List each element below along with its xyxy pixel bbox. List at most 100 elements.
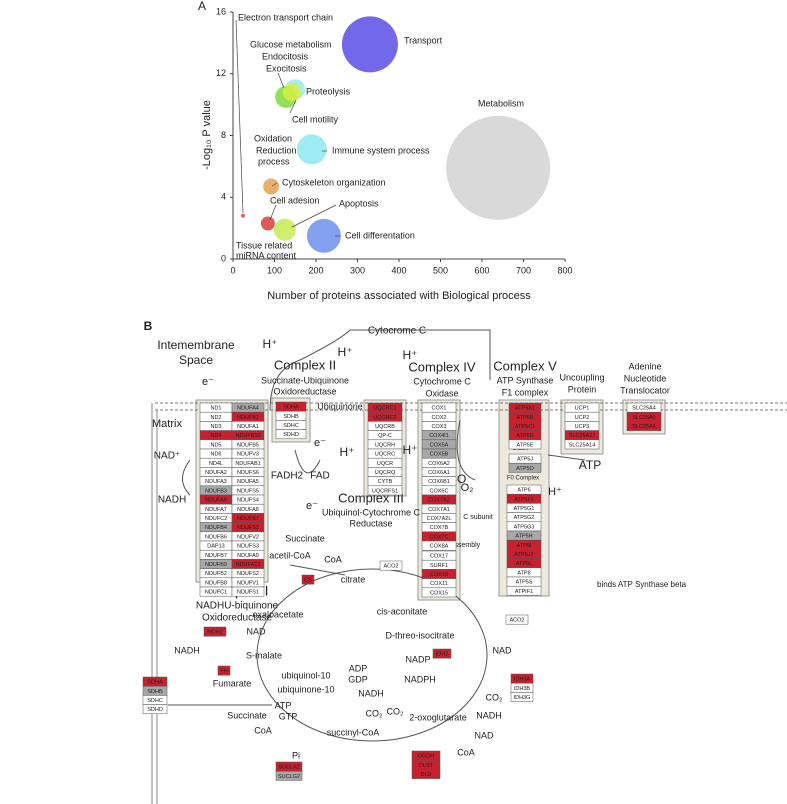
gene-label: COX6A2 [428,461,450,467]
diagram-label: 2-oxoglutarate [409,712,467,722]
diagram-label: NADH [158,495,186,506]
gene-label: ATP5H [515,534,532,540]
gene-label: NDUFB2 [205,571,227,577]
bubble [282,83,301,102]
bubble [296,134,327,165]
gene-cell [505,614,529,625]
diagram-label: H⁺ [338,345,353,359]
tca-cycle [256,568,488,742]
fadh-arrow [294,449,321,474]
gene-label: UQCRC1 [373,406,396,412]
diagram-label: NADH [174,645,200,655]
gene-label: NDUFB10 [235,433,260,439]
gene-label: NDUFC1 [205,590,227,596]
diagram-label: NAD [246,626,266,636]
diagram-label: NAD [492,645,512,655]
gene-label: ND6 [210,452,221,458]
cytochrome-path [269,329,491,411]
diagram-label: Translocator [620,385,670,395]
diagram-label: CoA [457,747,475,757]
gene-label: SLC25A14 [569,442,596,448]
gene-label: SDHD [147,707,163,713]
gene-label: ATP8 [517,570,530,576]
diagram-label: Complex II [274,357,336,372]
gene-label: UQCRFS1 [372,488,398,494]
gene-cell [626,421,662,431]
gene-cell [421,587,457,598]
diagram-label: Adenine [628,361,661,371]
diagram-label: Cytocrome C [368,326,426,337]
diagram-label: GDP [348,674,368,684]
gene-label: COX8A [430,544,449,550]
gene-label: ND1 [210,406,221,412]
gene-cell [275,770,303,781]
gene-label: NDUFA3 [205,479,227,485]
nadh-arrow [182,459,191,496]
gene-label: UQCRB [375,424,395,430]
leader-line [269,204,277,221]
bubble-label: Transport [404,35,443,45]
x-tick-label: 500 [433,265,448,275]
gene-label: UQCRC2 [373,415,396,421]
bubble-label: Cell adesion [270,195,320,205]
gene-label: NDUFS6 [237,470,259,476]
gene-label: SDHB [283,414,299,420]
diagram-label: Cytochrome C [413,376,471,386]
bubble-label: Exocitosis [266,63,307,73]
gene-label: SDHC [283,423,299,429]
gene-label: IDH2 [436,652,449,658]
bubble-label: Proteolysis [306,86,351,96]
diagram-label: Assembly [450,542,481,549]
x-tick-label: 800 [557,265,572,275]
diagram-label: H⁺ [548,486,562,498]
bubble-label: Electron transport chain [238,12,333,22]
x-axis-label: Number of proteins associated with Biolo… [267,290,531,302]
diagram-label: NADPH [404,674,436,684]
gene-label: COX7C [430,534,449,540]
gene-label: ATP5G1 [514,506,535,512]
x-tick-label: 200 [308,265,323,275]
gene-label: UQCR [377,461,393,467]
gene-label: NDUFS5 [237,488,259,494]
diagram-label: Oxidase [425,388,458,398]
diagram-label: O₂ [461,482,474,494]
gene-label: ND4 [210,433,221,439]
gene-label: ND5 [210,442,221,448]
diagram-label: C subunit [463,514,493,521]
bubble-label: Cell motility [292,114,339,124]
gene-label: UCP1 [575,406,590,412]
gene-label: SLC25A4 [632,406,656,412]
x-tick-label: 400 [391,265,406,275]
gene-label: UCP2 [575,415,590,421]
diagram-label: NADH [358,688,384,698]
gene-label: ATP5B [516,415,533,421]
bubble-label: Endocitosis [262,51,309,61]
atp-arrow [547,454,586,461]
diagram-label: H⁺ [403,348,418,362]
diagram-label: acetil-CoA [269,550,311,560]
diagram-label: NAD [474,730,494,740]
gene-cell [231,586,265,597]
gene-label: MDH2 [207,630,223,636]
gene-label: NDUFB5 [237,442,259,448]
bubble [341,16,398,73]
gene-label: SUCLA2 [278,765,299,771]
gene-label: ATP5L [516,561,532,567]
gene-label: ND2 [210,415,221,421]
gene-label: ND4L [209,461,223,467]
gene-label: ATP5E [516,442,533,448]
bubble-label: process [258,156,290,166]
diagram-label: ubiquinol-10 [281,670,330,680]
gene-label: DAP13 [207,544,224,550]
gene-label: ATP5G3 [514,524,535,530]
bubble-label: Glucose metabolism [250,39,332,49]
gene-label: OGDH [418,754,435,760]
gene-label: ATP5S [515,580,532,586]
gene-label: SLC25A27 [569,433,596,439]
y-tick-label: 0 [221,253,226,263]
gene-label: COX7A2L [427,516,452,522]
gene-label: COX11 [430,581,448,587]
bubble-label: Metabolism [478,98,524,108]
gene-label: ATP5J [517,457,533,463]
y-tick-label: 16 [216,6,226,16]
